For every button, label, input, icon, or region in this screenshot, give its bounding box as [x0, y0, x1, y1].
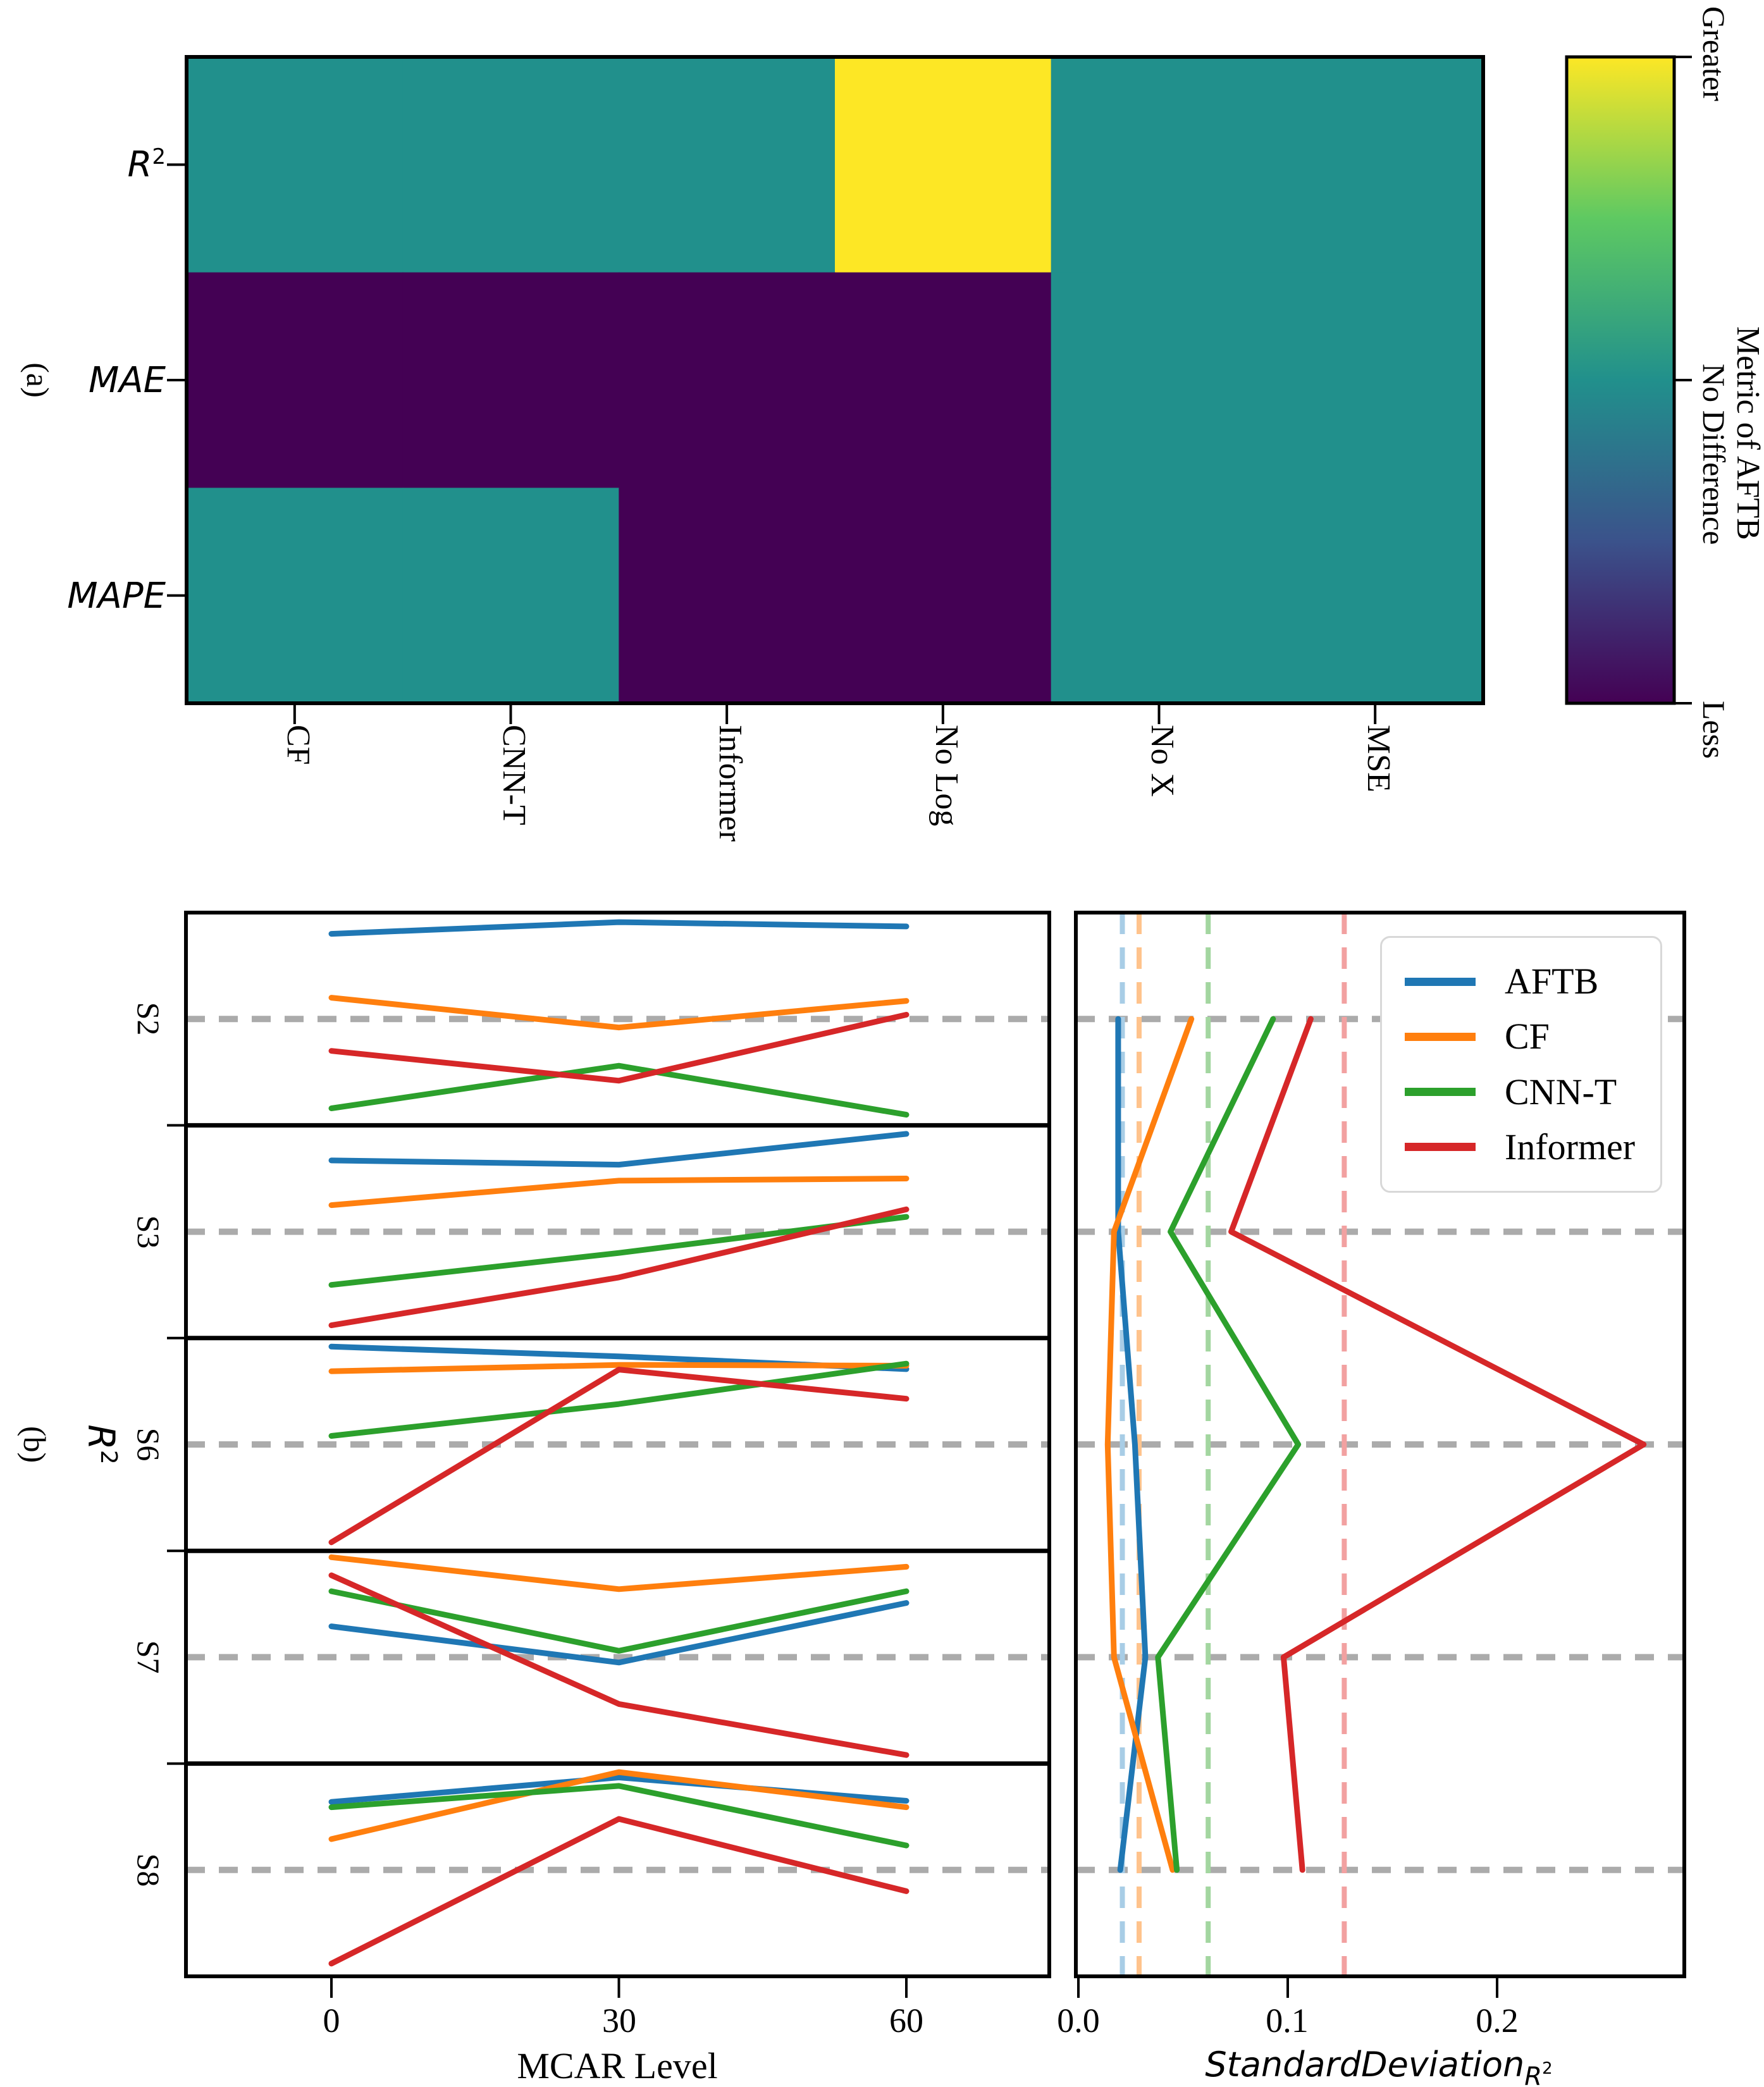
left-series-cnn-t-s8 [328, 1783, 910, 1849]
legend-swatch-cf [1405, 1032, 1476, 1041]
left-xtick-0: 0 [323, 2002, 340, 2040]
heatmap-row-label-mape: MAPE [67, 575, 166, 617]
colorbar [1565, 55, 1692, 705]
colorbar-axis-label: Metric of AFTB [1730, 326, 1764, 540]
right-xtick-01: 0.1 [1266, 2002, 1309, 2040]
left-series-aftb-s2 [328, 919, 910, 937]
legend-label-cnnt: CNN-T [1505, 1071, 1617, 1112]
colorbar-tick-nodifference: No Difference [1696, 364, 1732, 545]
sd-series-informer [1228, 1016, 1647, 1873]
legend-swatch-cnnt [1405, 1088, 1476, 1097]
heatmap-col-label-cnnt: CNN-T [496, 725, 532, 825]
legend-item-cnnt: CNN-T [1405, 1071, 1654, 1112]
heatmap [167, 55, 1485, 724]
left-series-cf-s2 [328, 995, 910, 1031]
right-line-plot [1074, 911, 1686, 1998]
sd-series-cnn-t [1155, 1016, 1302, 1873]
legend-label-cf: CF [1505, 1016, 1550, 1057]
legend-item-cf: CF [1405, 1018, 1654, 1055]
left-series-aftb-s3 [328, 1131, 910, 1168]
left-series-cnn-t-s7 [328, 1588, 910, 1654]
heatmap-row-label-r2: R2 [127, 144, 166, 185]
row-label-s6: S6 [131, 1427, 166, 1462]
panel-b-label: (b) [17, 1425, 52, 1463]
left-xtick-30: 30 [602, 2002, 636, 2040]
left-xtick-60: 60 [889, 2002, 923, 2040]
row-label-s3: S3 [131, 1215, 166, 1249]
heatmap-col-label-nox: No X [1144, 725, 1180, 797]
heatmap-row-label-mae: MAE [88, 359, 166, 401]
sd-series-cf [1104, 1016, 1195, 1873]
left-series-informer-s2 [328, 1012, 910, 1084]
legend-label-informer: Informer [1505, 1126, 1636, 1167]
left-series-informer-s8 [328, 1816, 910, 1967]
left-plot-y-axis-label: R2 [79, 1424, 123, 1465]
legend-label-aftb: AFTB [1505, 961, 1599, 1002]
left-series-informer-s6 [328, 1367, 910, 1546]
left-series-aftb-s7 [328, 1600, 910, 1666]
right-xtick-02: 0.2 [1476, 2002, 1519, 2040]
legend-swatch-informer [1405, 1143, 1476, 1152]
left-series-informer-s3 [328, 1206, 910, 1329]
legend-item-aftb: AFTB [1405, 963, 1654, 1000]
heatmap-col-label-nolog: No Log [928, 725, 965, 827]
row-label-s8: S8 [131, 1853, 166, 1887]
legend-item-informer: Informer [1405, 1126, 1654, 1167]
sd-series-aftb [1115, 1016, 1149, 1873]
row-label-s2: S2 [131, 1002, 166, 1036]
left-series-cf-s3 [328, 1176, 910, 1209]
left-series-informer-s7 [328, 1572, 910, 1758]
left-series-cnn-t-s2 [328, 1062, 910, 1118]
left-plot-x-axis-label: MCAR Level [517, 2045, 718, 2086]
legend: AFTB CF CNN-T Informer [1380, 936, 1662, 1193]
heatmap-col-label-cf: CF [280, 725, 316, 765]
left-series-cf-s8 [328, 1769, 910, 1842]
left-series-cnn-t-s6 [328, 1360, 910, 1439]
left-series-cnn-t-s3 [328, 1214, 910, 1288]
colorbar-tick-less: Less [1696, 701, 1732, 759]
legend-swatch-aftb [1405, 977, 1476, 986]
right-xtick-00: 0.0 [1057, 2002, 1100, 2040]
left-series-cf-s6 [328, 1362, 910, 1374]
left-series-cf-s7 [328, 1554, 910, 1592]
left-line-plot [167, 911, 1051, 1998]
row-label-s7: S7 [131, 1640, 166, 1674]
heatmap-col-label-mse: MSE [1360, 725, 1397, 792]
heatmap-col-label-informer: Informer [712, 725, 748, 842]
right-plot-x-axis-label: StandardDeviationR2 [1205, 2045, 1553, 2087]
colorbar-tick-greater: Greater [1696, 6, 1732, 101]
